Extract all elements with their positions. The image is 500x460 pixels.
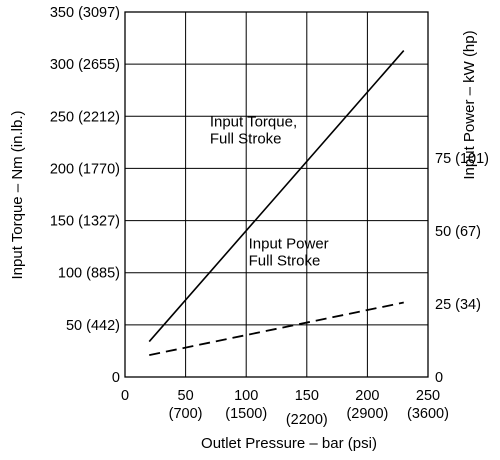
x-tick-sublabel-100: (1500) — [225, 406, 267, 422]
y-tick-label-350: 350 (3097) — [50, 5, 120, 21]
x-tick-label-100: 100 — [234, 388, 258, 404]
y-tick-label-0: 0 — [112, 370, 120, 386]
x-tick-label-150: 150 — [295, 388, 319, 404]
y-tick-label-300: 300 (2655) — [50, 57, 120, 73]
y2-tick-label-75: 75 (101) — [435, 151, 489, 167]
x-tick-label-200: 200 — [355, 388, 379, 404]
input-power-label-line-1: Input Power — [249, 236, 329, 253]
y2-tick-label-25: 25 (34) — [435, 297, 481, 313]
y-tick-label-200: 200 (1770) — [50, 161, 120, 177]
tick-labels: 0 50 (442) 100 (885) 150 (1327) 200 (1770) 25… — [50, 5, 489, 428]
input-power-label-line-2: Full Stroke — [249, 253, 321, 270]
x-tick-sublabel-250: (3600) — [407, 406, 449, 422]
input-torque-line — [148, 50, 405, 343]
grid-lines — [125, 12, 428, 377]
x-tick-label-50: 50 — [178, 388, 194, 404]
series-lines — [148, 50, 405, 356]
x-tick-sublabel-50: (700) — [169, 406, 203, 422]
x-tick-label-0: 0 — [121, 388, 129, 404]
y-tick-label-250: 250 (2212) — [50, 109, 120, 125]
input-torque-label-line-2: Full Stroke — [210, 131, 282, 148]
x-axis-title: Outlet Pressure – bar (psi) — [201, 435, 377, 452]
y2-tick-label-50: 50 (67) — [435, 224, 481, 240]
y-tick-label-100: 100 (885) — [58, 266, 120, 282]
y2-tick-label-0: 0 — [435, 370, 443, 386]
y2-axis-title: Input Power – kW (hp) — [461, 30, 478, 179]
x-tick-sublabel-150: (2200) — [286, 412, 328, 428]
input-power-line — [149, 301, 404, 356]
x-tick-sublabel-200: (2900) — [346, 406, 388, 422]
x-tick-label-250: 250 — [416, 388, 440, 404]
y-axis-title: Input Torque – Nm (in.lb.) — [9, 111, 26, 280]
y-tick-label-50: 50 (442) — [66, 318, 120, 334]
y-tick-label-150: 150 (1327) — [50, 214, 120, 230]
plot-frame — [124, 11, 429, 378]
input-torque-label-line-1: Input Torque, — [210, 114, 297, 131]
axes — [124, 11, 429, 378]
